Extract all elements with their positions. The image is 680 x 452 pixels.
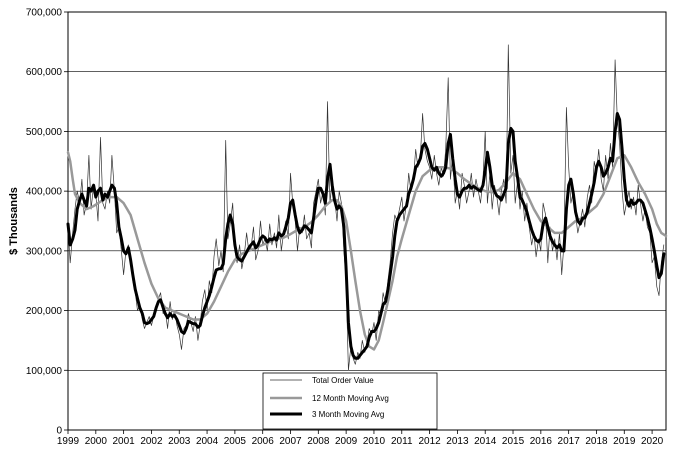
y-tick-label: 600,000 (26, 67, 63, 78)
x-tick-label: 2010 (363, 436, 386, 447)
y-tick-label: 500,000 (26, 127, 63, 138)
x-tick-label: 2003 (168, 436, 191, 447)
x-tick-label: 2020 (641, 436, 664, 447)
y-tick-label: 100,000 (26, 366, 63, 377)
x-tick-label: 2006 (252, 436, 275, 447)
y-tick-label: 200,000 (26, 306, 63, 317)
x-tick-label: 2007 (279, 436, 302, 447)
x-axis-ticks: 1999 2000 2001 2002 2003 2004 2005 2006 2007 2008… (57, 430, 664, 447)
x-tick-label: 2018 (585, 436, 608, 447)
y-tick-label: 400,000 (26, 187, 63, 198)
x-tick-label: 2011 (391, 436, 413, 447)
x-tick-label: 2000 (85, 436, 108, 447)
series-group (66, 44, 668, 371)
x-tick-label: 2013 (446, 436, 469, 447)
series-3-month-moving-avg (66, 112, 666, 360)
x-tick-label: 2002 (140, 436, 163, 447)
y-axis-title: $ Thousands (8, 187, 20, 255)
x-tick-label: 1999 (57, 436, 80, 447)
legend-label-12-month-moving-avg: 12 Month Moving Avg (312, 394, 389, 403)
x-tick-label: 2019 (613, 436, 636, 447)
x-tick-label: 2008 (307, 436, 330, 447)
y-axis-ticks: 0 100,000 200,000 300,000 400,000 500,000 600,… (26, 8, 68, 437)
x-tick-label: 2001 (113, 436, 136, 447)
x-tick-label: 2016 (530, 436, 553, 447)
legend-label-3-month-moving-avg: 3 Month Moving Avg (312, 410, 384, 419)
x-tick-label: 2004 (196, 436, 219, 447)
x-tick-label: 2017 (558, 436, 581, 447)
legend-label-total-order-value: Total Order Value (312, 376, 374, 385)
legend-box (262, 372, 438, 430)
x-tick-label: 2005 (224, 436, 247, 447)
legend: Total Order Value 12 Month Moving Avg 3 … (262, 372, 438, 430)
y-tick-label: 0 (56, 426, 62, 437)
x-tick-label: 2015 (502, 436, 525, 447)
x-tick-label: 2012 (418, 436, 441, 447)
x-tick-label: 2014 (474, 436, 497, 447)
x-tick-label: 2009 (335, 436, 358, 447)
y-gridlines (68, 71, 666, 371)
y-tick-label: 300,000 (26, 246, 63, 257)
y-tick-label: 700,000 (26, 8, 63, 19)
